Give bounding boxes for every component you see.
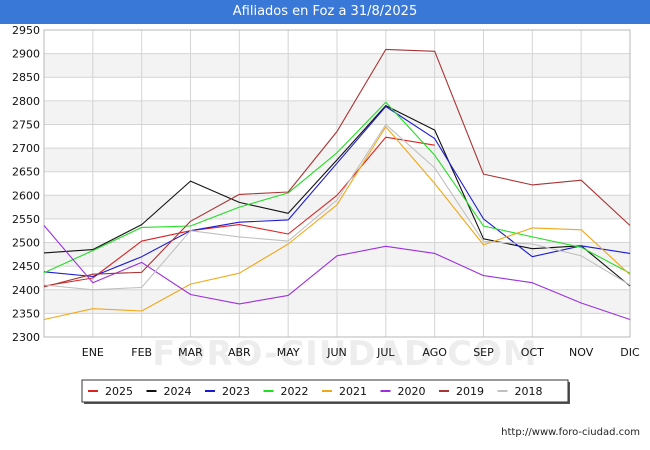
legend-label-2024: 2024: [164, 385, 192, 398]
series-line-2025: [43, 136, 435, 287]
legend-label-2019: 2019: [456, 385, 484, 398]
y-tick-label: 2800: [12, 95, 40, 108]
series-line-2020: [43, 225, 631, 321]
legend-label-2022: 2022: [281, 385, 309, 398]
y-tick-label: 2850: [12, 71, 40, 84]
series-line-2022: [43, 101, 631, 274]
plot-frame: [43, 29, 631, 338]
series-line-2024: [43, 105, 631, 287]
series-line-2018: [43, 123, 631, 291]
legend-label-2018: 2018: [515, 385, 543, 398]
y-tick-label: 2750: [12, 118, 40, 131]
chart-title: Afiliados en Foz a 31/8/2025: [0, 0, 650, 24]
x-axis-ticks: ENE FEB MAR ABR MAY JUN JUL AGO SEP OCT NOV DIC: [82, 346, 640, 359]
x-tick-label: ENE: [82, 346, 104, 359]
y-tick-label: 2550: [12, 213, 40, 226]
x-tick-label: NOV: [569, 346, 594, 359]
y-tick-label: 2600: [12, 189, 40, 202]
y-tick-label: 2900: [12, 48, 40, 61]
x-tick-label: JUL: [376, 346, 395, 359]
x-tick-label: FEB: [131, 346, 152, 359]
legend-label-2020: 2020: [398, 385, 426, 398]
series-line-2019: [43, 48, 631, 288]
gridlines: [43, 29, 631, 338]
x-tick-label: ABR: [228, 346, 251, 359]
legend-label-2025: 2025: [105, 385, 133, 398]
x-tick-label: OCT: [521, 346, 544, 359]
x-tick-label: JUN: [326, 346, 347, 359]
legend: 2025 2024 2023 2022 2021 2020 2019 2018: [81, 379, 570, 404]
source-link[interactable]: http://www.foro-ciudad.com: [501, 427, 640, 438]
y-tick-label: 2350: [12, 307, 40, 320]
y-axis-ticks: 2300 2350 2400 2450 2500 2550 2600 2650 2700 2750…: [12, 24, 40, 344]
series-line-2021: [43, 126, 631, 321]
legend-label-2021: 2021: [339, 385, 367, 398]
watermark: FORO-CIUDAD.COM: [152, 334, 538, 374]
x-tick-label: MAY: [277, 346, 300, 359]
x-tick-label: SEP: [473, 346, 494, 359]
series-lines: [43, 48, 631, 321]
y-tick-label: 2500: [12, 237, 40, 250]
x-tick-label: AGO: [422, 346, 447, 359]
x-tick-label: DIC: [620, 346, 640, 359]
y-tick-label: 2950: [12, 24, 40, 37]
y-tick-label: 2650: [12, 166, 40, 179]
y-tick-label: 2700: [12, 142, 40, 155]
y-tick-label: 2400: [12, 284, 40, 297]
x-tick-label: MAR: [178, 346, 203, 359]
series-line-2023: [43, 105, 631, 278]
y-tick-label: 2300: [12, 331, 40, 344]
y-tick-label: 2450: [12, 260, 40, 273]
legend-label-2023: 2023: [222, 385, 250, 398]
